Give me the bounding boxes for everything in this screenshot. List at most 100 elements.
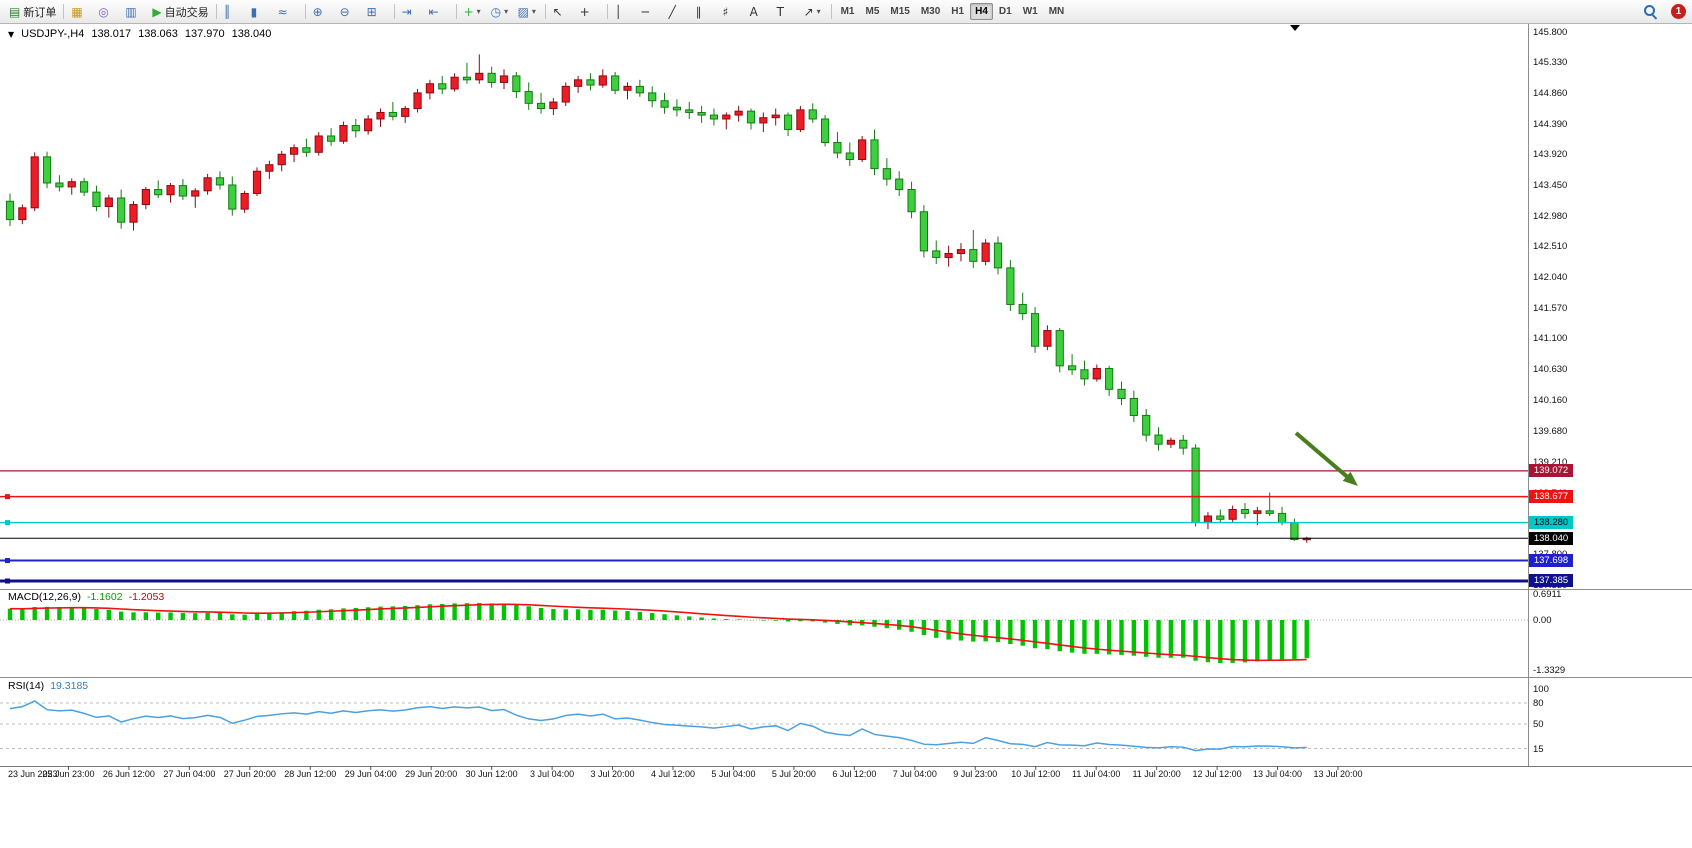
periods-button[interactable]: ◷ ▾ xyxy=(488,2,514,22)
channel-tool-button[interactable]: ∥ xyxy=(693,2,719,22)
timeframe-m5[interactable]: M5 xyxy=(865,6,880,17)
label-tool-button[interactable]: T xyxy=(774,2,800,22)
rsi-panel[interactable] xyxy=(0,678,1692,766)
candlestick-mode-button[interactable]: ▮ xyxy=(248,2,274,22)
trendline-tool-icon: ╱ xyxy=(668,4,676,19)
autotrading-button[interactable]: ▶ 自动交易 xyxy=(149,2,211,22)
timeframe-mn[interactable]: MN xyxy=(1048,6,1065,17)
toolbar-separator xyxy=(215,4,217,19)
search-icon xyxy=(1643,4,1658,19)
panel-splitter[interactable] xyxy=(0,589,1692,590)
arrows-tool-button[interactable]: ↗ ▾ xyxy=(801,2,827,22)
bar-chart-mode-icon: ║ xyxy=(223,4,231,19)
timeframe-m1[interactable]: M1 xyxy=(840,6,855,17)
candlestick-mode-icon: ▮ xyxy=(250,4,258,19)
fibonacci-tool-icon: ♯ xyxy=(722,4,729,19)
terminal-button[interactable]: ▥ xyxy=(122,2,148,22)
toolbar-separator xyxy=(544,4,546,19)
crosshair-icon: + xyxy=(579,4,590,19)
zoom-out-button[interactable]: ⊖ xyxy=(337,2,363,22)
rsi-value: 19.3185 xyxy=(50,680,89,692)
navigator-icon: ◎ xyxy=(98,4,109,19)
toolbar-separator xyxy=(455,4,457,19)
templates-button[interactable]: ▨ ▾ xyxy=(515,2,541,22)
rsi-name: RSI(14) xyxy=(8,680,45,692)
vertical-line-tool-icon: │ xyxy=(614,4,622,19)
new-order-button[interactable]: ▤ 新订单 xyxy=(6,2,59,22)
autotrading-icon: ▶ xyxy=(152,4,162,19)
trendline-tool-button[interactable]: ╱ xyxy=(666,2,692,22)
chevron-down-icon: ▾ xyxy=(476,7,481,16)
indicators-button[interactable]: + ▾ xyxy=(461,2,487,22)
new-order-label: 新订单 xyxy=(23,6,57,19)
timeframe-m15[interactable]: M15 xyxy=(890,6,910,17)
chart-shift-icon: ⇤ xyxy=(428,4,439,19)
bar-chart-mode-button[interactable]: ║ xyxy=(221,2,247,22)
vertical-line-tool-button[interactable]: │ xyxy=(612,2,638,22)
rsi-label: RSI(14) 19.3185 xyxy=(8,680,88,692)
chevron-down-icon: ▾ xyxy=(531,7,536,16)
panel-splitter[interactable] xyxy=(0,677,1692,678)
horizontal-line-tool-button[interactable]: ─ xyxy=(639,2,665,22)
auto-scroll-icon: ⇥ xyxy=(401,4,412,19)
cursor-icon: ↖ xyxy=(552,4,563,19)
price-axis-divider xyxy=(1528,24,1529,766)
periods-icon: ◷ xyxy=(490,4,502,19)
text-tool-icon: A xyxy=(749,4,758,19)
ohlc-close: 138.040 xyxy=(231,28,272,40)
ohlc-open: 138.017 xyxy=(91,28,132,40)
tile-windows-button[interactable]: ⊞ xyxy=(364,2,390,22)
line-chart-mode-button[interactable]: ≈ xyxy=(275,2,301,22)
navigator-button[interactable]: ◎ xyxy=(95,2,121,22)
templates-icon: ▨ xyxy=(517,4,529,19)
indicators-icon: + xyxy=(463,4,474,19)
macd-signal-value: -1.2053 xyxy=(128,591,165,603)
ohlc-high: 138.063 xyxy=(138,28,178,40)
chevron-down-icon: ▾ xyxy=(504,7,509,16)
toolbar: ▤ 新订单 ▦ ◎ ▥ ▶ 自动交易 ║ ▮ ≈ ⊕ ⊖ ⊞ ⇥ ⇤ + ▾ ◷ ▾ ▨ ▾ ↖ + │ ─ ╱ ∥ ♯ A T ↗ ▾ M1 M… xyxy=(0,0,1692,24)
macd-panel[interactable] xyxy=(0,590,1692,677)
terminal-icon: ▥ xyxy=(125,4,137,19)
horizontal-line-tool-icon: ─ xyxy=(641,4,649,19)
timeframe-w1[interactable]: W1 xyxy=(1022,6,1038,17)
macd-main-value: -1.1602 xyxy=(86,591,123,603)
notification-badge[interactable]: 1 xyxy=(1671,4,1686,19)
chevron-down-icon: ▾ xyxy=(816,7,821,16)
fibonacci-tool-button[interactable]: ♯ xyxy=(720,2,746,22)
crosshair-button[interactable]: + xyxy=(577,2,603,22)
symbol-timeframe-label: USDJPY-,H4 xyxy=(21,28,85,40)
toolbar-separator xyxy=(63,4,65,19)
macd-name: MACD(12,26,9) xyxy=(8,591,81,603)
price-chart-panel[interactable] xyxy=(0,24,1692,589)
tile-windows-icon: ⊞ xyxy=(366,4,377,19)
line-chart-mode-icon: ≈ xyxy=(277,4,288,19)
zoom-in-icon: ⊕ xyxy=(312,4,323,19)
zoom-in-button[interactable]: ⊕ xyxy=(310,2,336,22)
market-watch-button[interactable]: ▦ xyxy=(68,2,94,22)
toolbar-separator xyxy=(304,4,306,19)
text-tool-button[interactable]: A xyxy=(747,2,773,22)
cursor-button[interactable]: ↖ xyxy=(550,2,576,22)
symbol-dropdown-icon[interactable]: ▼ xyxy=(8,29,15,39)
timeframe-m30[interactable]: M30 xyxy=(920,6,941,17)
ohlc-low: 137.970 xyxy=(184,28,225,40)
new-order-icon: ▤ xyxy=(9,4,21,19)
search-button[interactable] xyxy=(1640,2,1666,22)
timeframe-h4[interactable]: H4 xyxy=(970,3,993,20)
toolbar-separator xyxy=(830,4,832,19)
channel-tool-icon: ∥ xyxy=(695,4,702,19)
timeframe-h1[interactable]: H1 xyxy=(951,6,965,17)
chart-header: ▼ USDJPY-,H4 138.017 138.063 137.970 138… xyxy=(8,28,271,40)
auto-scroll-button[interactable]: ⇥ xyxy=(399,2,425,22)
timeframe-d1[interactable]: D1 xyxy=(998,6,1012,17)
chart-shift-button[interactable]: ⇤ xyxy=(426,2,452,22)
zoom-out-icon: ⊖ xyxy=(339,4,350,19)
toolbar-separator xyxy=(606,4,608,19)
time-axis xyxy=(0,766,1692,785)
toolbar-separator xyxy=(393,4,395,19)
label-tool-icon: T xyxy=(776,4,784,19)
macd-label: MACD(12,26,9) -1.1602 -1.2053 xyxy=(8,591,164,603)
market-watch-icon: ▦ xyxy=(71,4,83,19)
arrows-tool-icon: ↗ xyxy=(803,4,814,19)
